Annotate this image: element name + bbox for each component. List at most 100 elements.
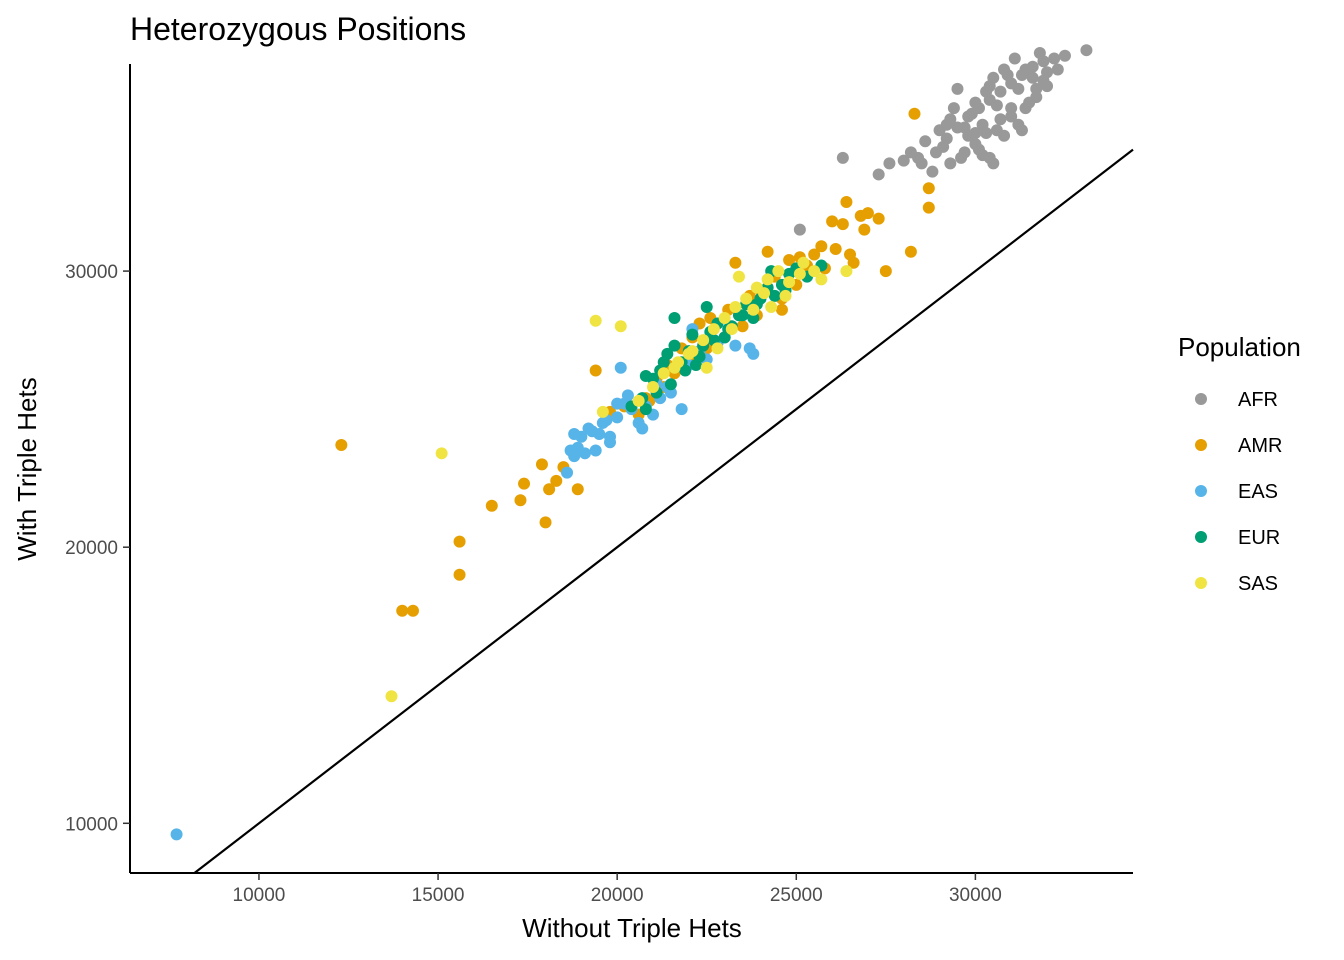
point-sas (740, 292, 753, 305)
legend-item-eas: EAS (1195, 481, 1278, 503)
chart-title: Heterozygous Positions (130, 11, 466, 47)
legend-item-afr: AFR (1195, 389, 1278, 411)
point-afr (836, 151, 849, 164)
point-sas (765, 300, 778, 313)
legend-label: EAS (1238, 481, 1278, 503)
legend-title: Population (1178, 332, 1301, 362)
point-amr (396, 604, 409, 617)
legend-marker (1195, 531, 1207, 543)
point-sas (772, 265, 785, 278)
point-amr (836, 218, 849, 231)
point-eur (668, 312, 681, 325)
point-amr (535, 458, 548, 471)
point-afr (1080, 44, 1093, 57)
legend-marker (1195, 393, 1207, 405)
x-ticks: 10000 15000 20000 25000 30000 (233, 873, 1002, 906)
point-afr (958, 146, 971, 159)
identity-reference-line (193, 148, 1134, 874)
point-eur (664, 378, 677, 391)
point-sas (747, 303, 760, 316)
point-sas (707, 323, 720, 336)
point-sas (840, 265, 853, 278)
legend: Population AFR AMR EAS EUR SAS (1178, 332, 1301, 595)
point-eur (700, 300, 713, 313)
legend-item-sas: SAS (1195, 573, 1278, 595)
point-sas (718, 312, 731, 325)
point-afr (983, 151, 996, 164)
point-eur (736, 309, 749, 322)
x-axis-title: Without Triple Hets (522, 913, 742, 943)
point-afr (926, 165, 939, 178)
point-afr (998, 129, 1011, 142)
point-amr (539, 516, 552, 529)
legend-marker (1195, 439, 1207, 451)
y-ticks: 10000 20000 30000 (65, 262, 130, 835)
point-sas (596, 405, 609, 418)
legend-marker (1195, 577, 1207, 589)
point-eas (604, 436, 617, 449)
legend-label: SAS (1238, 573, 1278, 595)
point-amr (729, 256, 742, 269)
point-eur (686, 328, 699, 341)
point-eas (571, 441, 584, 454)
y-tick-label: 20000 (65, 538, 118, 559)
point-eas (611, 397, 624, 410)
point-afr (951, 82, 964, 95)
point-eur (768, 289, 781, 302)
point-sas (793, 267, 806, 280)
point-amr (829, 242, 842, 255)
point-sas (815, 273, 828, 286)
point-eas (170, 828, 183, 841)
point-sas (783, 276, 796, 289)
point-afr (987, 71, 1000, 84)
point-afr (937, 140, 950, 153)
point-sas (779, 289, 792, 302)
point-sas (808, 265, 821, 278)
point-eur (657, 356, 670, 369)
point-afr (1005, 110, 1018, 123)
point-amr (872, 212, 885, 225)
point-afr (998, 63, 1011, 76)
point-afr (1005, 102, 1018, 115)
point-sas (761, 273, 774, 286)
point-amr (783, 254, 796, 267)
point-amr (589, 364, 602, 377)
point-afr (1058, 49, 1071, 62)
reference-line-layer (193, 148, 1134, 874)
point-eur (668, 339, 681, 352)
point-amr (518, 477, 531, 490)
point-afr (994, 85, 1007, 98)
y-tick-label: 10000 (65, 814, 118, 835)
series-sas (385, 256, 853, 703)
point-afr (1023, 96, 1036, 109)
point-sas (682, 347, 695, 360)
x-tick-label: 10000 (233, 885, 286, 906)
point-afr (1033, 46, 1046, 59)
point-amr (808, 248, 821, 261)
point-afr (972, 143, 985, 156)
point-eas (747, 347, 760, 360)
point-amr (736, 320, 749, 333)
point-afr (965, 107, 978, 120)
point-amr (335, 439, 348, 452)
point-amr (861, 207, 874, 220)
point-afr (793, 223, 806, 236)
point-sas (646, 381, 659, 394)
point-amr (761, 245, 774, 258)
series-afr (793, 44, 1093, 236)
y-tick-label: 30000 (65, 262, 118, 283)
x-tick-label: 25000 (770, 885, 823, 906)
point-amr (453, 535, 466, 548)
legend-label: EUR (1238, 527, 1280, 549)
point-amr (775, 303, 788, 316)
point-amr (922, 182, 935, 195)
point-afr (994, 113, 1007, 126)
point-afr (872, 168, 885, 181)
legend-label: AMR (1238, 435, 1282, 457)
legend-marker (1195, 485, 1207, 497)
point-amr (485, 499, 498, 512)
point-amr (858, 223, 871, 236)
point-amr (815, 240, 828, 253)
series-eas (170, 317, 760, 841)
